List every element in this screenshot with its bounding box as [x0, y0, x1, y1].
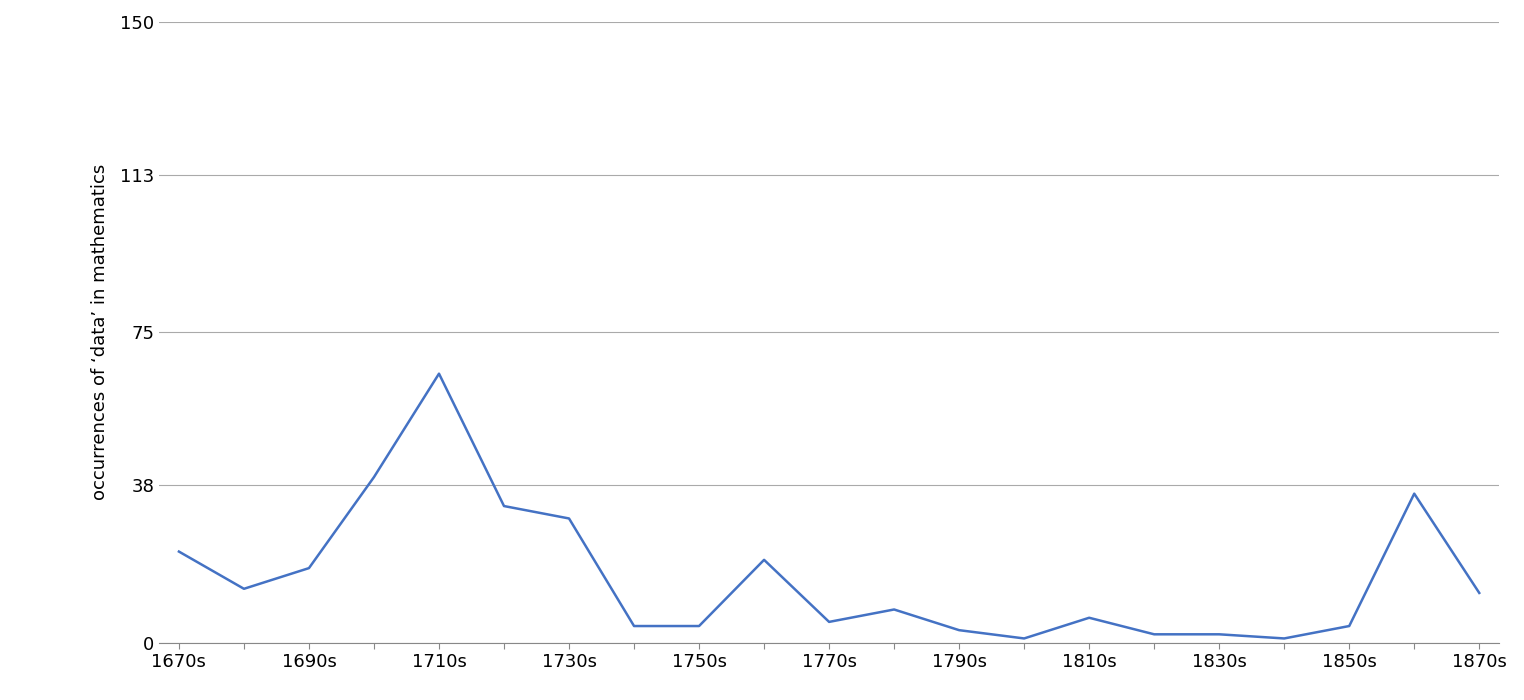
Y-axis label: occurrences of ‘data’ in mathematics: occurrences of ‘data’ in mathematics	[91, 164, 110, 500]
